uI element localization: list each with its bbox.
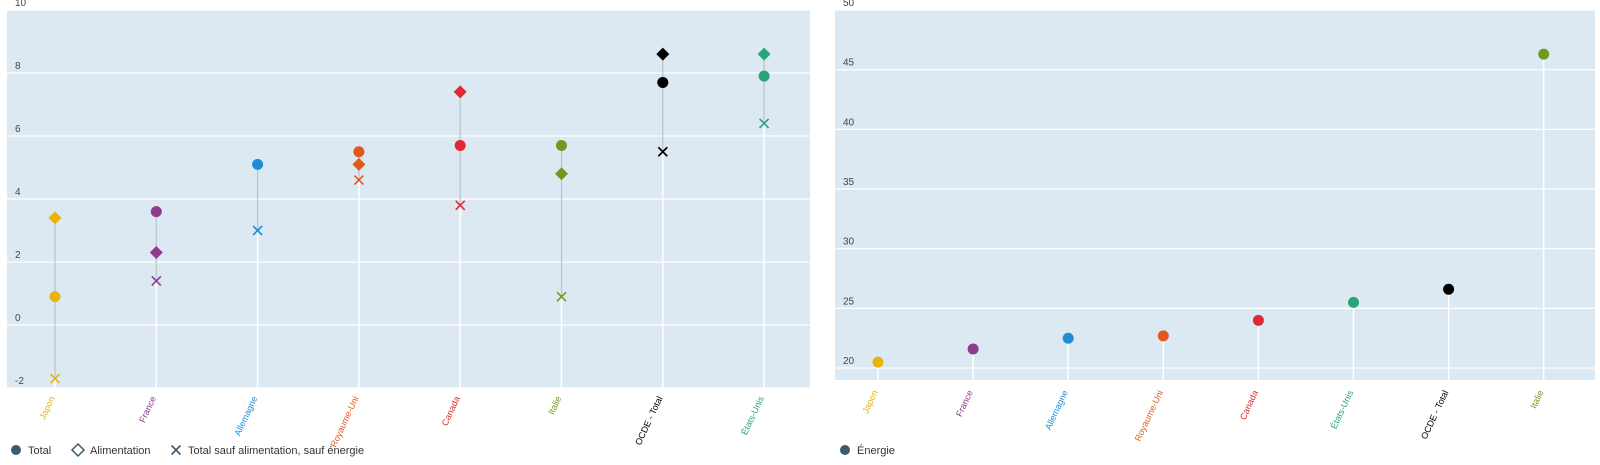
marker-circle — [1157, 330, 1169, 342]
legend-item: Total sauf alimentation, sauf énergie — [170, 444, 364, 457]
y-tick-label: 20 — [843, 356, 855, 367]
y-tick-label: 40 — [843, 117, 855, 128]
legend-item: Énergie — [840, 444, 895, 457]
legend-label: Alimentation — [90, 445, 151, 457]
marker-circle — [967, 343, 979, 355]
legend-item: Total — [11, 445, 51, 457]
marker-cross — [759, 118, 770, 129]
marker-circle — [758, 70, 770, 82]
marker-cross — [556, 291, 567, 302]
category-label: Italie — [1528, 389, 1545, 410]
legend-diamond-icon — [70, 442, 86, 458]
marker-diamond — [656, 47, 670, 61]
inflation-components-chart: -2 0 2 4 6 8 10 Japon France Allemagne Royaume-Uni… — [7, 0, 810, 458]
marker-diamond — [352, 157, 366, 171]
marker-cross — [657, 146, 668, 157]
stems — [877, 54, 1545, 380]
data-markers — [872, 48, 1550, 368]
marker-cross — [252, 225, 263, 236]
category-label: OCDE - Total — [1419, 389, 1450, 441]
data-markers — [48, 47, 771, 384]
y-tick-label: 45 — [843, 58, 855, 69]
plot-area — [835, 10, 1595, 380]
legend-item: Alimentation — [70, 442, 151, 458]
y-tick-label: 50 — [843, 0, 855, 9]
marker-circle — [1443, 283, 1455, 295]
marker-circle — [556, 139, 567, 151]
category-label: OCDE - Total — [633, 395, 664, 447]
marker-circle — [252, 158, 264, 170]
marker-cross — [353, 175, 364, 186]
legend-circle-icon — [11, 445, 21, 455]
marker-circle — [353, 146, 365, 158]
category-label: Allemagne — [1043, 389, 1070, 432]
category-label: Royaume-Uni — [1133, 389, 1165, 443]
marker-cross — [151, 275, 162, 286]
gridlines — [7, 9, 810, 389]
category-label: Italie — [546, 395, 563, 416]
marker-cross — [49, 373, 61, 384]
marker-circle — [1348, 296, 1359, 308]
legend: Total Alimentation Total sauf alimentation… — [11, 442, 364, 458]
y-tick-label: 35 — [843, 177, 855, 188]
y-tick-label: 6 — [15, 124, 21, 135]
legend-cross-icon — [170, 444, 182, 456]
category-label: Canada — [440, 395, 462, 428]
category-label: Royaume-Uni — [328, 395, 360, 449]
legend-circle-icon — [840, 445, 850, 455]
y-tick-label: 30 — [843, 237, 855, 248]
marker-cross — [455, 200, 466, 211]
category-label: Allemagne — [232, 395, 259, 438]
marker-circle — [657, 76, 669, 88]
category-label: Canada — [1238, 389, 1260, 422]
legend: Énergie — [840, 444, 895, 457]
category-label: France — [137, 395, 158, 425]
category-label: États-Unis — [739, 394, 766, 436]
marker-circle — [1538, 48, 1550, 60]
y-tick-label: 25 — [843, 296, 855, 307]
marker-circle — [872, 356, 884, 368]
y-tick-label: 2 — [15, 250, 21, 261]
legend-label: Énergie — [857, 444, 895, 457]
category-label: Japon — [860, 389, 879, 415]
marker-diamond — [149, 246, 163, 260]
y-tick-label: 0 — [15, 313, 21, 324]
y-tick-label: -2 — [15, 376, 24, 387]
marker-diamond — [48, 211, 62, 225]
marker-circle — [1062, 332, 1074, 344]
gridlines — [835, 9, 1595, 369]
category-label: Japon — [37, 395, 56, 421]
y-tick-label: 10 — [15, 0, 27, 9]
y-tick-label: 8 — [15, 61, 21, 72]
marker-circle — [49, 291, 61, 303]
marker-circle — [150, 206, 162, 218]
energy-inflation-chart: 20 25 30 35 40 45 50 Japon France Allemagne Royaum… — [835, 0, 1595, 457]
category-label: États-Unis — [1329, 388, 1356, 430]
marker-circle — [1252, 314, 1264, 326]
category-label: France — [954, 389, 975, 419]
marker-diamond — [453, 85, 467, 99]
legend-label: Total sauf alimentation, sauf énergie — [188, 445, 364, 457]
marker-diamond — [757, 47, 771, 61]
marker-diamond — [555, 167, 568, 181]
marker-circle — [454, 139, 466, 151]
y-tick-label: 4 — [15, 187, 21, 198]
legend-label: Total — [28, 445, 51, 457]
